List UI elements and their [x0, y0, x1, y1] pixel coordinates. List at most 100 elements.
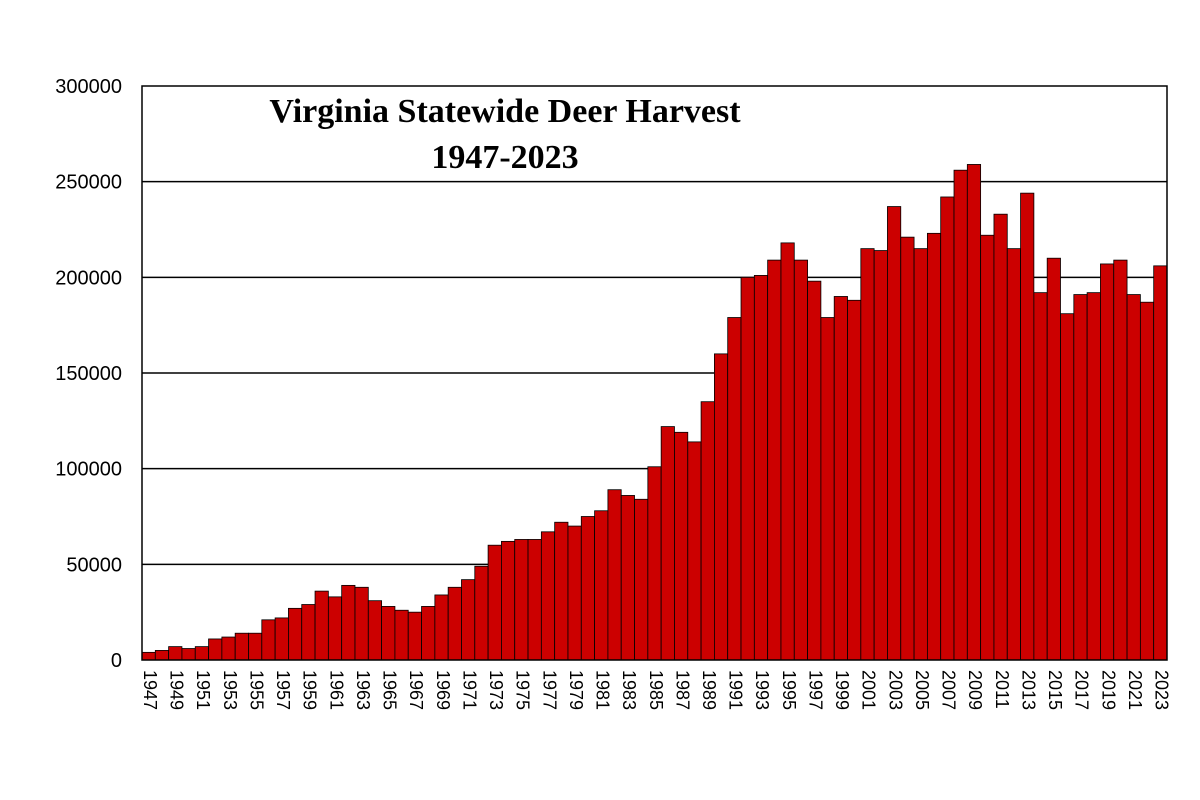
x-tick-label: 1973 [486, 670, 506, 710]
bar-1964 [367, 600, 383, 661]
bar-1974 [501, 540, 516, 661]
bar-1962 [341, 584, 356, 661]
x-tick-label: 1951 [193, 670, 213, 710]
y-tick-label: 300000 [55, 76, 122, 98]
bar-1987 [674, 431, 689, 661]
bar-1972 [474, 565, 489, 661]
bar-1986 [660, 426, 675, 661]
x-tick-label: 2019 [1098, 670, 1118, 710]
bar-2006 [926, 232, 942, 661]
x-tick-label: 2009 [965, 670, 985, 710]
x-tick-label: 1993 [752, 670, 772, 710]
bar-1981 [594, 510, 609, 661]
bar-1984 [634, 498, 649, 661]
bar-2001 [860, 248, 875, 661]
x-tick-label: 1997 [805, 670, 825, 710]
bar-2017 [1073, 294, 1088, 661]
bar-1960 [314, 590, 329, 661]
x-tick-label: 2023 [1152, 670, 1172, 710]
x-tick-label: 2001 [859, 670, 879, 710]
bar-2012 [1006, 248, 1021, 661]
bar-2005 [913, 248, 928, 661]
bar-1959 [301, 604, 316, 661]
bar-1991 [727, 317, 742, 661]
x-tick-label: 1967 [406, 670, 426, 710]
x-tick-label: 1955 [246, 670, 266, 710]
x-tick-label: 2015 [1045, 670, 1065, 710]
x-tick-label: 2017 [1072, 670, 1092, 710]
x-tick-label: 2007 [939, 670, 959, 710]
x-tick-label: 1953 [220, 670, 240, 710]
bar-1956 [261, 619, 276, 661]
y-tick-label: 0 [111, 650, 122, 672]
x-tick-label: 1969 [433, 670, 453, 710]
bar-2020 [1113, 259, 1128, 661]
bar-1958 [288, 607, 303, 661]
x-tick-label: 1975 [513, 670, 533, 710]
x-tick-label: 1995 [779, 670, 799, 710]
bar-1970 [447, 586, 462, 661]
x-tick-label: 1979 [566, 670, 586, 710]
bar-1971 [461, 579, 476, 661]
bar-2008 [953, 169, 968, 661]
bar-2004 [900, 236, 915, 661]
x-axis-tick-labels: 1947 1949 1951 1953 1955 1957 1959 1961 1963 1965… [140, 670, 1172, 710]
bar-1976 [527, 539, 542, 661]
bar-1973 [487, 544, 502, 661]
bar-1948 [154, 650, 170, 661]
x-tick-label: 1985 [646, 670, 666, 710]
bar-2002 [873, 250, 888, 661]
bar-2000 [847, 299, 862, 661]
x-tick-label: 1999 [832, 670, 852, 710]
bar-1985 [647, 466, 662, 661]
bar-1982 [607, 489, 622, 661]
bar-1994 [767, 259, 782, 661]
bar-1999 [833, 296, 848, 661]
bar-2019 [1100, 263, 1115, 661]
bar-2007 [940, 196, 955, 661]
x-tick-label: 1965 [380, 670, 400, 710]
bar-2015 [1046, 257, 1061, 661]
bar-1967 [407, 611, 422, 661]
x-tick-label: 2011 [992, 670, 1012, 709]
bar-2021 [1126, 294, 1141, 661]
bar-2010 [980, 234, 995, 661]
bar-1957 [274, 617, 289, 661]
bar-1997 [807, 280, 822, 661]
y-tick-label: 150000 [55, 363, 122, 385]
x-tick-label: 1977 [539, 670, 559, 710]
bar-1975 [514, 539, 529, 661]
bar-1988 [687, 441, 702, 661]
y-tick-label: 50000 [66, 554, 122, 576]
x-tick-label: 1981 [593, 670, 613, 710]
x-tick-label: 1989 [699, 670, 719, 710]
bar-1949 [168, 646, 183, 661]
bar-1951 [194, 646, 209, 661]
x-tick-label: 2005 [912, 670, 932, 710]
bar-1968 [421, 606, 436, 661]
bar-2014 [1033, 292, 1048, 661]
y-tick-label: 100000 [55, 459, 122, 481]
bar-2023 [1153, 265, 1168, 661]
bar-1977 [540, 531, 556, 661]
chart-title: Virginia Statewide Deer Harvest [269, 93, 741, 130]
x-tick-label: 2003 [885, 670, 905, 710]
bar-1998 [820, 317, 835, 661]
bar-2022 [1139, 301, 1155, 661]
x-tick-label: 2021 [1125, 670, 1145, 710]
x-tick-label: 1963 [353, 670, 373, 710]
y-tick-label: 250000 [55, 172, 122, 194]
bar-1961 [327, 596, 343, 661]
x-tick-label: 1957 [273, 670, 293, 710]
bar-1953 [221, 636, 236, 661]
bar-1966 [394, 609, 409, 661]
bar-2009 [966, 164, 982, 661]
bar-1996 [793, 259, 808, 661]
x-tick-label: 1949 [167, 670, 187, 710]
y-tick-label: 200000 [55, 267, 122, 289]
x-tick-label: 1983 [619, 670, 639, 710]
bar-2018 [1086, 292, 1101, 661]
bar-1990 [714, 353, 729, 661]
bar-1993 [753, 275, 769, 661]
